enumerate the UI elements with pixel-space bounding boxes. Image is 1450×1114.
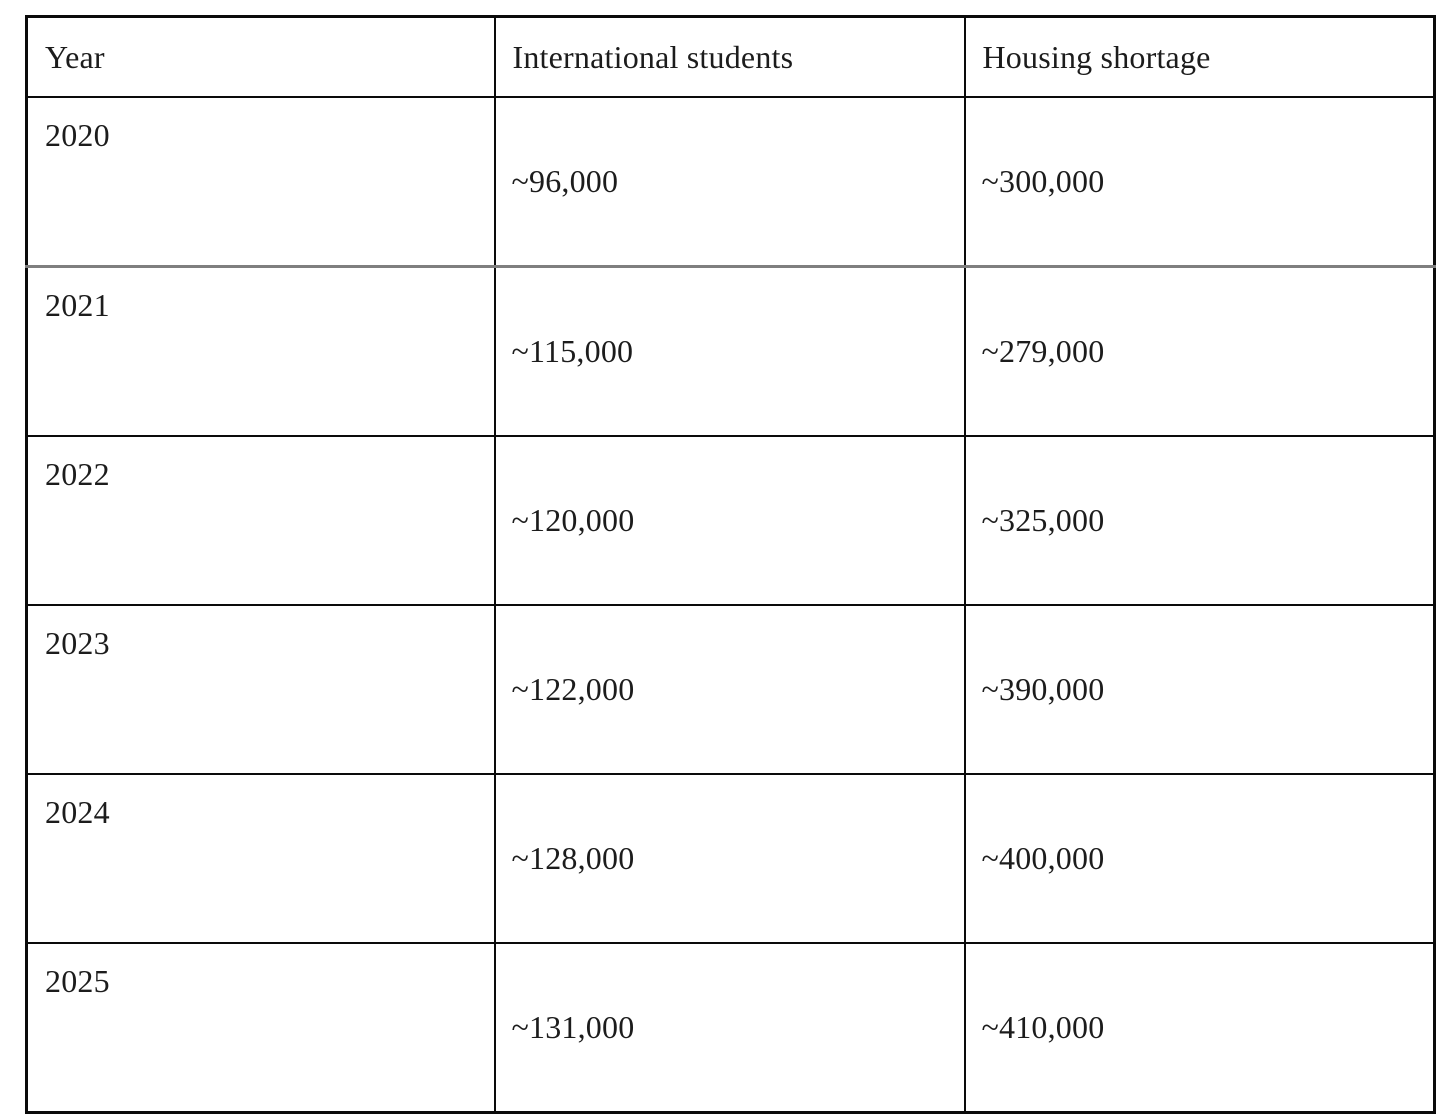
year-header: Year <box>25 15 496 98</box>
students-cell: ~96,000 <box>493 96 966 268</box>
table-row: 2023 ~122,000 ~390,000 <box>25 604 1436 775</box>
shortage-cell: ~410,000 <box>963 942 1436 1114</box>
year-cell: 2021 <box>25 265 496 437</box>
table-row: 2024 ~128,000 ~400,000 <box>25 773 1436 944</box>
table-row: 2021 ~115,000 ~279,000 <box>25 265 1436 437</box>
students-header: International students <box>493 15 966 98</box>
students-cell: ~120,000 <box>493 435 966 606</box>
year-cell: 2024 <box>25 773 496 944</box>
shortage-cell: ~390,000 <box>963 604 1436 775</box>
header-row: Year International students Housing shor… <box>25 15 1436 98</box>
year-cell: 2020 <box>25 96 496 268</box>
year-cell: 2023 <box>25 604 496 775</box>
year-cell: 2025 <box>25 942 496 1114</box>
data-table: Year International students Housing shor… <box>25 15 1436 1114</box>
students-cell: ~115,000 <box>493 265 966 437</box>
shortage-cell: ~300,000 <box>963 96 1436 268</box>
year-cell: 2022 <box>25 435 496 606</box>
students-cell: ~122,000 <box>493 604 966 775</box>
table-row: 2020 ~96,000 ~300,000 <box>25 96 1436 268</box>
table-row: 2022 ~120,000 ~325,000 <box>25 435 1436 606</box>
shortage-cell: ~279,000 <box>963 265 1436 437</box>
shortage-cell: ~325,000 <box>963 435 1436 606</box>
students-cell: ~128,000 <box>493 773 966 944</box>
shortage-header: Housing shortage <box>963 15 1436 98</box>
students-cell: ~131,000 <box>493 942 966 1114</box>
table-row: 2025 ~131,000 ~410,000 <box>25 942 1436 1114</box>
shortage-cell: ~400,000 <box>963 773 1436 944</box>
